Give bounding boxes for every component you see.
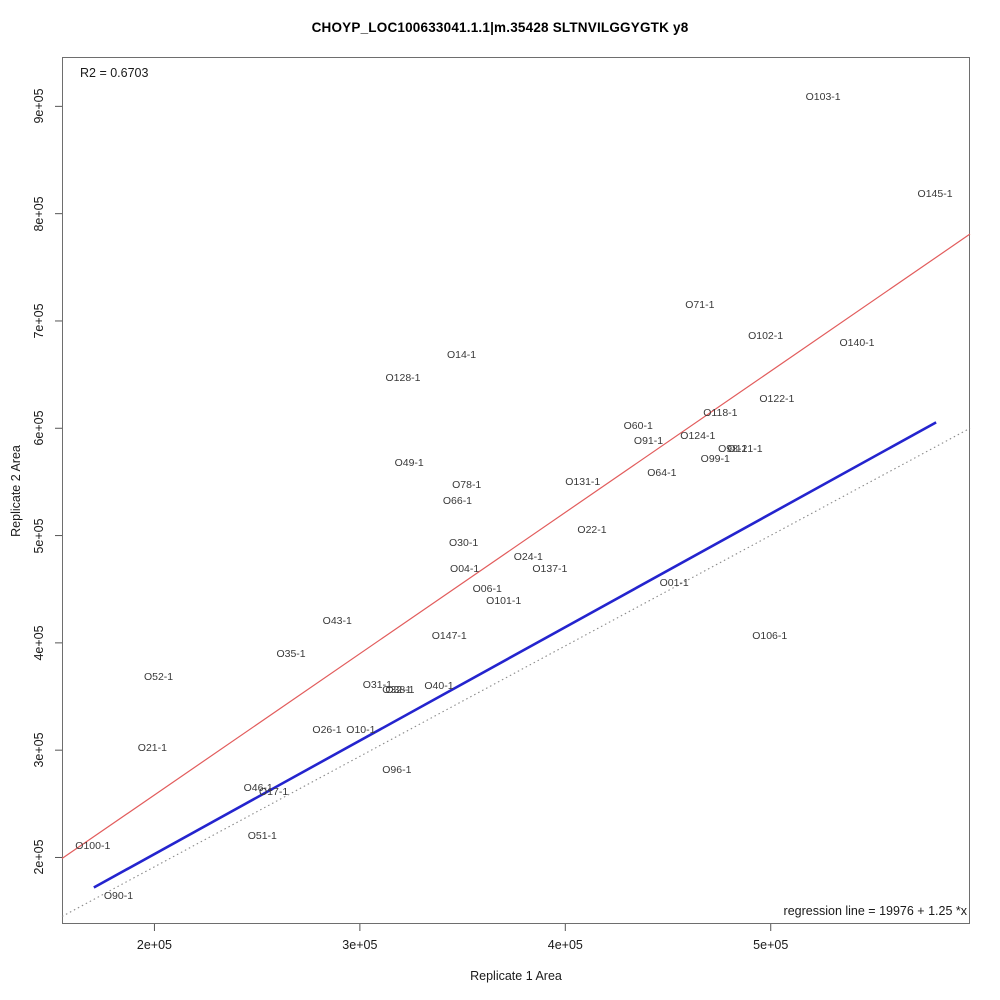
point-O46-1: O46-1 [243,782,273,794]
y-tick-label: 8e+05 [32,196,46,232]
point-O35-1: O35-1 [276,647,306,660]
y-tick-label: 5e+05 [32,518,46,554]
plot-area [62,57,970,924]
point-O118-1: O118-1 [703,406,738,419]
x-axis-title: Replicate 1 Area [470,969,562,983]
point-O91-1: O91-1 [633,434,664,447]
x-tick-label: 2e+05 [136,938,172,952]
point-O96-1: O96-1 [382,763,412,776]
point-O01-1: O01-1 [659,576,689,589]
y-axis-title: Replicate 2 Area [9,57,23,924]
point-O101-1: O101-1 [486,594,522,607]
point-O131-1: O131-1 [565,475,601,488]
regression-line [61,233,971,860]
point-O98-1: O98-1 [718,442,748,455]
point-O140-1: O140-1 [839,337,875,350]
point-O26-1: O26-1 [312,724,342,737]
y-axis-title-text: Replicate 2 Area [9,444,24,537]
x-tick-label: 5e+05 [753,938,789,952]
regression-equation-annotation: regression line = 19976 + 1.25 *x [783,904,967,918]
y-tick-label: 2e+05 [32,839,46,876]
point-O99-1: O99-1 [700,452,730,465]
point-O32-1: O32-1 [382,683,412,696]
point-O137-1: O137-1 [532,562,568,575]
point-O100-1: O100-1 [75,839,111,852]
point-O38-1: O38-1 [385,683,415,696]
point-O14-1: O14-1 [446,348,477,361]
dotted-reference-line [61,427,971,917]
point-O21-1: O21-1 [137,741,167,754]
point-O102-1: O102-1 [748,329,784,342]
point-O122-1: O122-1 [759,393,795,406]
x-tick-label: 3e+05 [342,938,378,952]
point-O30-1: O30-1 [449,536,479,549]
point-O90-1: O90-1 [103,889,134,902]
point-O64-1: O64-1 [647,467,677,480]
point-O24-1: O24-1 [513,550,543,563]
x-tick-label: 4e+05 [547,938,583,952]
point-O31-1: O31-1 [362,679,392,691]
point-O04-1: O04-1 [450,562,480,575]
y-tick-label: 9e+05 [32,88,46,124]
point-O17-1: O17-1 [258,785,289,798]
point-O147-1: O147-1 [431,630,467,643]
point-O124-1: O124-1 [680,430,716,443]
point-O71-1: O71-1 [685,298,715,311]
y-tick-label: 4e+05 [32,625,46,661]
y-tick-label: 7e+05 [32,303,46,339]
point-O78-1: O78-1 [452,478,482,491]
chart-title: CHOYP_LOC100633041.1.1|m.35428 SLTNVILGG… [311,20,689,35]
r2-annotation: R2 = 0.6703 [80,66,149,80]
point-O145-1: O145-1 [917,188,953,201]
point-O10-1: O10-1 [346,724,376,737]
y-tick-label: 6e+05 [32,410,46,446]
blue-fit-line [93,421,937,889]
point-O06-1: O06-1 [472,582,502,595]
data-lines [61,233,971,917]
point-O51-1: O51-1 [247,829,277,842]
point-O40-1: O40-1 [424,680,454,693]
point-O106-1: O106-1 [752,629,788,642]
y-tick-label: 3e+05 [32,732,46,768]
point-O103-1: O103-1 [805,90,841,103]
point-O121-1: O121-1 [727,442,763,455]
point-O49-1: O49-1 [394,456,424,469]
tick-marks [55,105,772,931]
point-O60-1: O60-1 [623,419,653,432]
point-O66-1: O66-1 [442,494,473,507]
point-O52-1: O52-1 [143,670,174,683]
point-O43-1: O43-1 [322,614,352,627]
point-O128-1: O128-1 [385,371,421,384]
point-O22-1: O22-1 [577,523,607,536]
